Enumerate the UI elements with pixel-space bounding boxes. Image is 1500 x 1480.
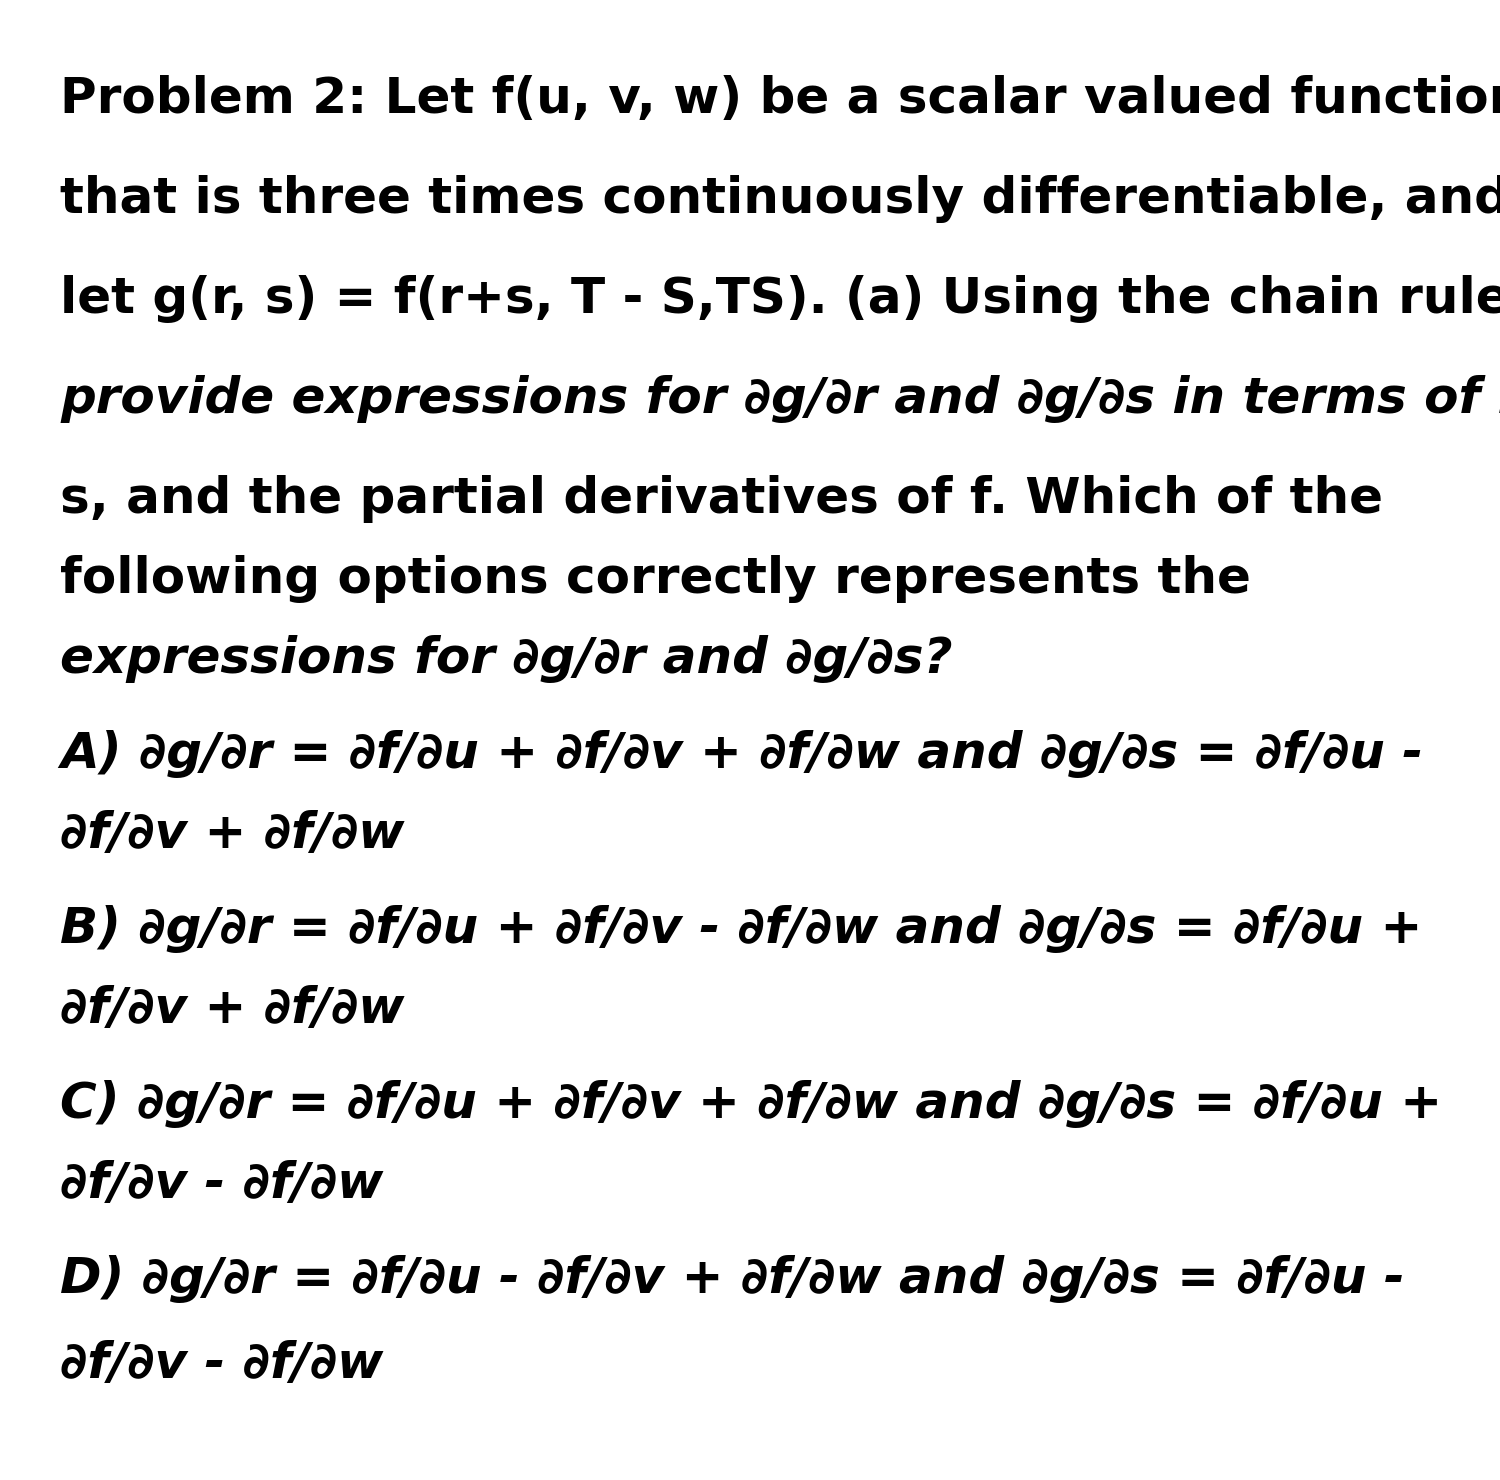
- Text: A) ∂g/∂r = ∂f/∂u + ∂f/∂v + ∂f/∂w and ∂g/∂s = ∂f/∂u -: A) ∂g/∂r = ∂f/∂u + ∂f/∂v + ∂f/∂w and ∂g/…: [60, 730, 1423, 778]
- Text: ∂f/∂v - ∂f/∂w: ∂f/∂v - ∂f/∂w: [60, 1339, 384, 1388]
- Text: D) ∂g/∂r = ∂f/∂u - ∂f/∂v + ∂f/∂w and ∂g/∂s = ∂f/∂u -: D) ∂g/∂r = ∂f/∂u - ∂f/∂v + ∂f/∂w and ∂g/…: [60, 1255, 1404, 1302]
- Text: C) ∂g/∂r = ∂f/∂u + ∂f/∂v + ∂f/∂w and ∂g/∂s = ∂f/∂u +: C) ∂g/∂r = ∂f/∂u + ∂f/∂v + ∂f/∂w and ∂g/…: [60, 1080, 1442, 1128]
- Text: ∂f/∂v + ∂f/∂w: ∂f/∂v + ∂f/∂w: [60, 810, 405, 858]
- Text: B) ∂g/∂r = ∂f/∂u + ∂f/∂v - ∂f/∂w and ∂g/∂s = ∂f/∂u +: B) ∂g/∂r = ∂f/∂u + ∂f/∂v - ∂f/∂w and ∂g/…: [60, 904, 1422, 953]
- Text: following options correctly represents the: following options correctly represents t…: [60, 555, 1251, 602]
- Text: provide expressions for ∂g/∂r and ∂g/∂s in terms of r,: provide expressions for ∂g/∂r and ∂g/∂s …: [60, 374, 1500, 423]
- Text: that is three times continuously differentiable, and: that is three times continuously differe…: [60, 175, 1500, 223]
- Text: Problem 2: Let f(u, v, w) be a scalar valued function: Problem 2: Let f(u, v, w) be a scalar va…: [60, 75, 1500, 123]
- Text: ∂f/∂v - ∂f/∂w: ∂f/∂v - ∂f/∂w: [60, 1160, 384, 1208]
- Text: s, and the partial derivatives of f. Which of the: s, and the partial derivatives of f. Whi…: [60, 475, 1383, 522]
- Text: expressions for ∂g/∂r and ∂g/∂s?: expressions for ∂g/∂r and ∂g/∂s?: [60, 635, 952, 682]
- Text: let g(r, s) = f(r+s, T - S,TS). (a) Using the chain rule,: let g(r, s) = f(r+s, T - S,TS). (a) Usin…: [60, 275, 1500, 323]
- Text: ∂f/∂v + ∂f/∂w: ∂f/∂v + ∂f/∂w: [60, 986, 405, 1033]
